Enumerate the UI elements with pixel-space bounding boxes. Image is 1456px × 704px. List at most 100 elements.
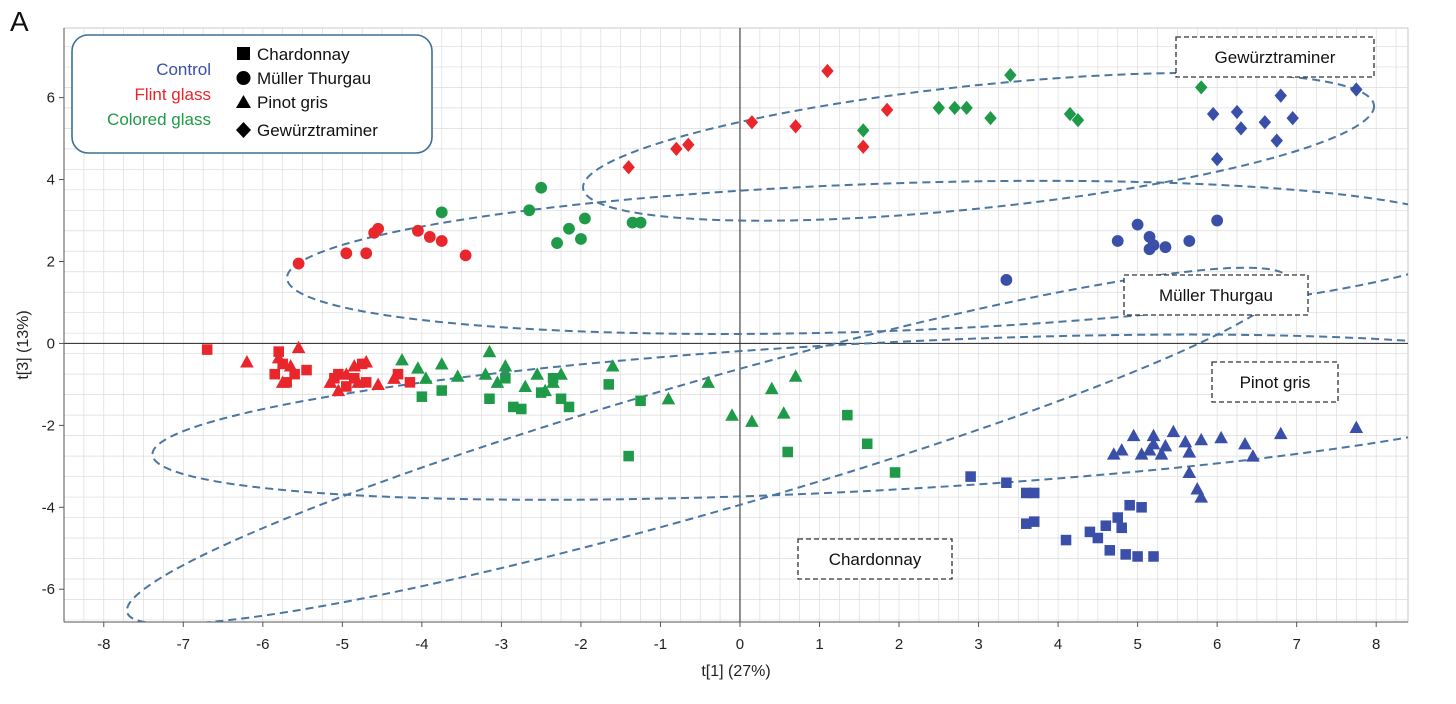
point-circle	[1183, 235, 1196, 247]
x-tick-label: 1	[815, 636, 823, 653]
point-diamond	[745, 115, 759, 130]
point-triangle	[1349, 420, 1364, 433]
point-triangle	[1273, 426, 1288, 440]
point-circle	[360, 247, 373, 260]
point-square	[516, 403, 527, 415]
point-square	[360, 377, 372, 388]
x-tick-label: 3	[974, 636, 982, 653]
point-circle	[435, 235, 448, 247]
legend-muller-thurgau: Müller Thurgau	[257, 69, 371, 88]
point-triangle	[518, 379, 533, 393]
cluster-label-text: Chardonnay	[829, 550, 922, 569]
point-circle	[372, 222, 385, 235]
point-circle	[435, 206, 448, 219]
point-triangle	[745, 414, 759, 427]
point-triangle	[701, 375, 715, 388]
point-square	[623, 450, 634, 462]
x-tick-label: -7	[177, 636, 190, 653]
point-diamond	[682, 137, 695, 152]
point-triangle	[1246, 449, 1260, 462]
point-triangle	[1182, 445, 1197, 458]
point-diamond	[1350, 82, 1363, 97]
point-square	[484, 393, 495, 405]
point-square	[965, 471, 976, 482]
point-circle	[535, 181, 548, 194]
point-triangle	[1238, 436, 1252, 450]
x-tick-label: 0	[736, 636, 744, 653]
point-circle	[292, 257, 305, 270]
point-diamond	[1230, 104, 1244, 120]
point-square	[436, 385, 448, 396]
point-square	[500, 372, 511, 384]
cluster-label-pinot-gris: Pinot gris	[1211, 361, 1339, 403]
legend-flint-glass: Flint glass	[134, 85, 211, 104]
y-axis-label: t[3] (13%)	[15, 310, 32, 379]
point-square	[861, 438, 873, 450]
point-triangle	[450, 369, 465, 382]
square-marker-icon	[237, 47, 250, 60]
point-diamond	[622, 160, 635, 175]
point-triangle	[1194, 432, 1209, 446]
point-triangle	[661, 391, 676, 405]
point-triangle	[1158, 439, 1173, 452]
point-triangle	[240, 355, 254, 368]
point-square	[1112, 512, 1123, 523]
x-tick-label: -8	[97, 636, 110, 653]
point-diamond	[857, 123, 870, 138]
point-circle	[412, 224, 424, 237]
x-tick-label: -5	[336, 636, 349, 653]
point-triangle	[776, 406, 791, 419]
point-triangle	[1154, 447, 1169, 460]
point-square	[1124, 499, 1135, 511]
point-diamond	[1063, 106, 1077, 122]
point-square	[842, 409, 853, 421]
point-square	[1100, 520, 1112, 532]
point-diamond	[948, 100, 961, 116]
legend: Control Flint glass Colored glass Chardo…	[71, 34, 433, 154]
point-triangle	[478, 367, 493, 380]
circle-marker-icon	[236, 71, 251, 85]
point-circle	[579, 212, 591, 225]
x-tick-label: -6	[256, 636, 269, 653]
point-triangle	[538, 383, 552, 397]
x-tick-label: -1	[654, 636, 667, 653]
point-diamond	[984, 110, 997, 126]
point-triangle	[1106, 447, 1121, 460]
point-square	[889, 467, 901, 478]
x-tick-label: 5	[1133, 636, 1141, 653]
point-diamond	[670, 141, 683, 156]
point-diamond	[1004, 67, 1017, 83]
legend-colored-glass: Colored glass	[107, 110, 211, 129]
point-triangle	[482, 344, 497, 358]
cluster-label-muller-thurgau: Müller Thurgau	[1123, 274, 1309, 316]
point-square	[1148, 551, 1159, 562]
point-triangle	[1194, 490, 1209, 503]
ellipse-gew-rztraminer	[582, 71, 1376, 222]
point-square	[635, 395, 646, 407]
x-tick-label: 7	[1292, 636, 1300, 653]
point-diamond	[1071, 113, 1085, 128]
x-tick-label: -3	[495, 636, 508, 653]
point-triangle	[498, 359, 513, 372]
point-circle	[1131, 218, 1144, 231]
point-triangle	[1178, 434, 1193, 448]
point-circle	[575, 233, 587, 245]
point-square	[1028, 516, 1040, 527]
point-square	[1132, 551, 1143, 562]
point-diamond	[789, 119, 802, 134]
point-triangle	[351, 375, 366, 388]
point-circle	[1159, 241, 1172, 254]
point-square	[404, 377, 416, 388]
point-square	[349, 372, 360, 384]
point-triangle	[1114, 443, 1129, 456]
point-square	[269, 368, 281, 380]
point-diamond	[880, 102, 894, 118]
point-triangle	[725, 408, 739, 421]
point-circle	[563, 222, 575, 235]
point-triangle	[331, 383, 346, 397]
point-triangle	[411, 361, 425, 374]
point-square	[1021, 518, 1032, 529]
point-square	[289, 368, 300, 380]
point-circle	[551, 237, 563, 249]
